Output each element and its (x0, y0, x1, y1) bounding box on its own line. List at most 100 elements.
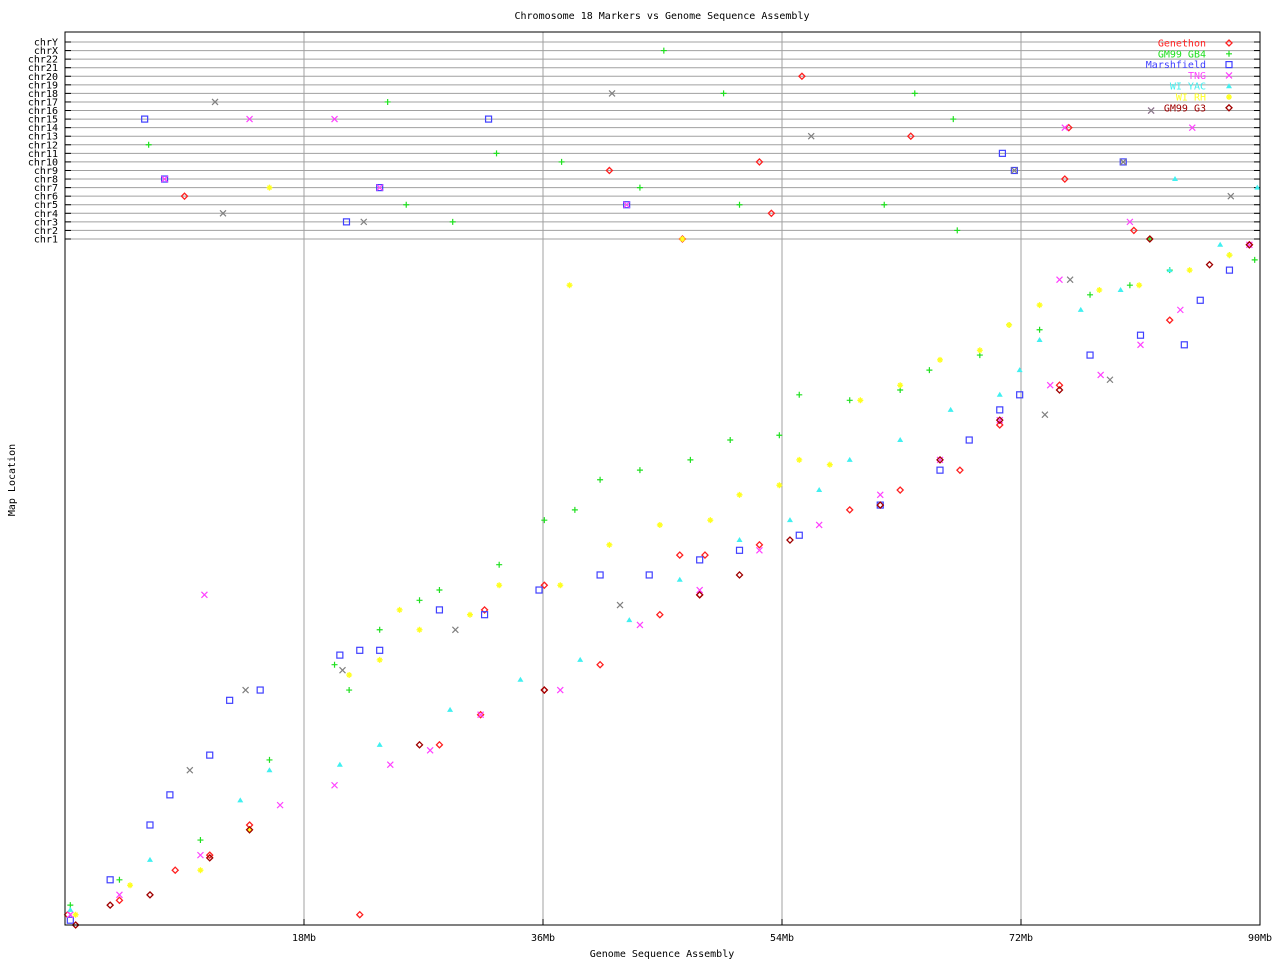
data-point (936, 466, 944, 474)
data-point (996, 406, 1004, 414)
y-tick-label: chr7 (34, 183, 58, 194)
chromosome-hit-point (449, 218, 456, 225)
data-point (845, 505, 854, 514)
data-point (815, 521, 823, 529)
data-point (846, 397, 853, 404)
data-point (496, 582, 503, 589)
data-point (1126, 282, 1133, 289)
data-point (1251, 256, 1258, 263)
data-point (826, 461, 833, 468)
data-point (786, 536, 794, 544)
data-point (755, 540, 764, 549)
data-point (435, 740, 444, 749)
legend-marker-diamond-icon (1225, 39, 1233, 47)
chromosome-hit-point (376, 184, 384, 192)
data-point (197, 851, 204, 859)
data-point (655, 610, 664, 619)
data-point (701, 551, 709, 560)
data-point (396, 606, 403, 613)
y-tick-label: chr17 (28, 97, 58, 108)
data-point (756, 546, 763, 554)
data-point (857, 397, 864, 404)
data-point (1036, 302, 1043, 309)
data-point (376, 656, 383, 663)
data-point (1055, 381, 1064, 390)
chromosome-hit-point (720, 90, 727, 97)
chromosome-hit-point (161, 175, 169, 183)
data-point (480, 605, 489, 614)
data-point (976, 347, 983, 354)
data-point (636, 621, 644, 629)
data-point (146, 856, 153, 862)
data-point (696, 556, 704, 564)
y-tick-label: chr21 (28, 63, 58, 74)
chromosome-hit-point (219, 209, 227, 217)
y-tick-label: chr18 (28, 89, 58, 100)
legend-marker-triangle-icon (1226, 83, 1232, 89)
data-point (727, 437, 734, 444)
data-point (937, 356, 944, 363)
data-point (736, 491, 743, 498)
data-point (242, 686, 250, 694)
y-tick-label: chr6 (34, 192, 58, 203)
chromosome-hit-point (998, 149, 1007, 157)
data-point (897, 437, 904, 443)
data-point (926, 367, 933, 374)
data-point (1016, 391, 1024, 399)
data-point (596, 571, 604, 579)
data-point (947, 406, 954, 412)
data-point (106, 876, 114, 884)
chromosome-hit-point (660, 47, 667, 54)
y-tick-label: chr14 (28, 123, 58, 134)
chromosome-hit-point (342, 218, 351, 226)
legend-label: GM99 G3 (1164, 103, 1206, 114)
data-point (1245, 241, 1253, 249)
data-point (606, 541, 613, 548)
data-point (786, 517, 793, 523)
y-tick-label: chrY (34, 38, 58, 49)
data-point (186, 766, 194, 774)
data-point (995, 416, 1004, 425)
data-point (776, 432, 783, 439)
data-point (116, 876, 123, 883)
data-point (596, 660, 605, 669)
y-tick-label: chr15 (28, 115, 58, 126)
data-point (736, 537, 743, 543)
data-point (1117, 287, 1124, 293)
data-point (1056, 276, 1063, 284)
data-point (540, 581, 549, 590)
data-point (656, 521, 663, 528)
data-point (1077, 306, 1084, 312)
data-point (416, 597, 423, 604)
data-point (995, 421, 1004, 429)
data-point (676, 576, 683, 582)
data-point (517, 676, 524, 682)
data-point (72, 911, 79, 918)
data-point (206, 751, 214, 759)
x-tick-label: 90Mb (1248, 933, 1272, 944)
chromosome-hit-point (1146, 236, 1153, 242)
y-axis-label: Map Location (7, 444, 18, 516)
data-point (115, 896, 124, 905)
data-point (205, 851, 214, 860)
chromosome-hit-point (145, 141, 152, 148)
data-point (1205, 260, 1214, 269)
data-point (1226, 252, 1233, 259)
chromosome-hit-point (141, 115, 149, 123)
data-point (339, 666, 346, 674)
data-point (965, 436, 973, 444)
legend-marker-cross-icon (1225, 71, 1233, 79)
data-point (936, 455, 944, 464)
chromosome-hit-point (1129, 226, 1138, 235)
chromosome-hit-point (331, 115, 338, 123)
chromosome-hit-point (1227, 192, 1235, 200)
data-point (936, 456, 944, 464)
data-point (1046, 381, 1054, 389)
data-point (540, 686, 549, 694)
data-point (557, 582, 564, 589)
data-point (346, 687, 353, 694)
data-point (245, 825, 254, 834)
data-point (1036, 337, 1043, 343)
data-point (266, 756, 273, 763)
